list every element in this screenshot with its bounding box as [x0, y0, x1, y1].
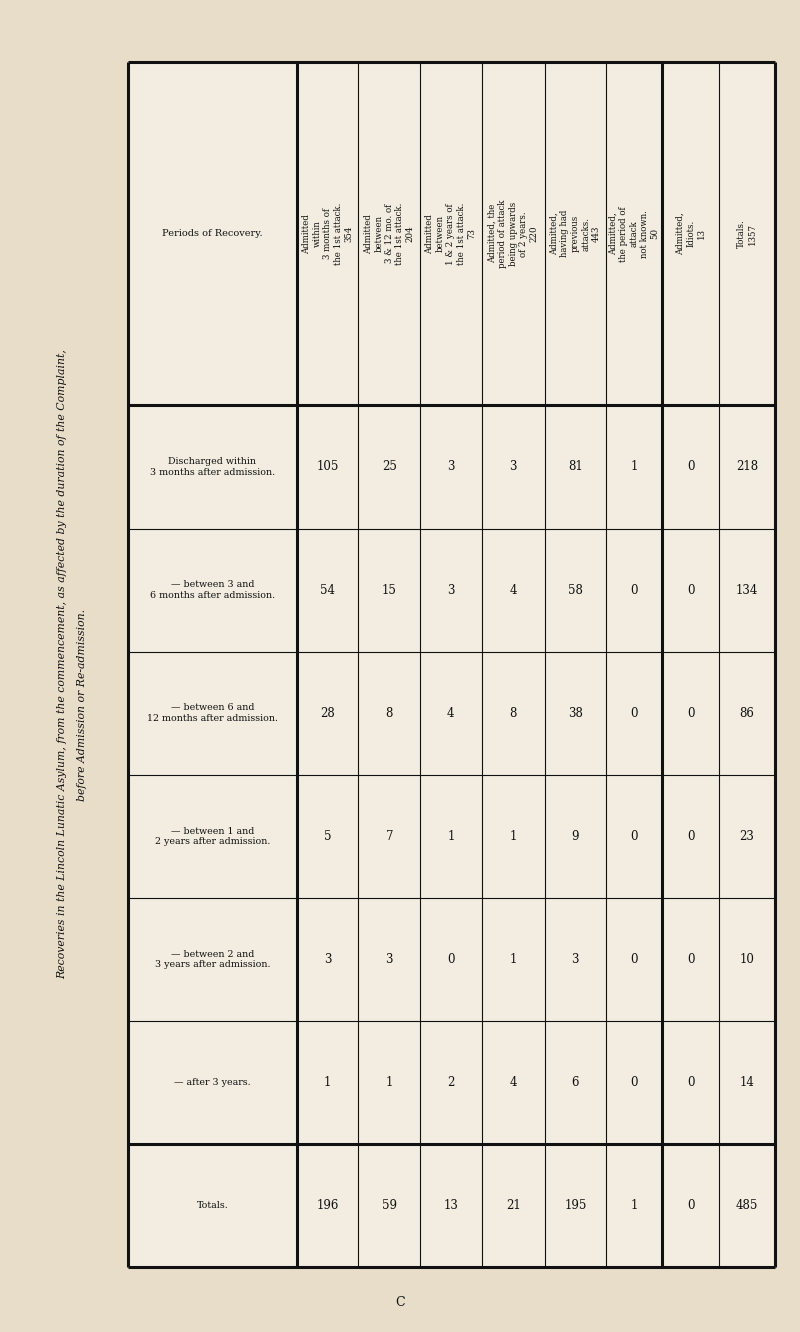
Text: 196: 196 [317, 1199, 339, 1212]
Text: 1: 1 [447, 830, 454, 843]
Text: 59: 59 [382, 1199, 397, 1212]
Text: C: C [395, 1296, 405, 1308]
Text: 3: 3 [571, 952, 579, 966]
Text: Admitted
between
3 & 12 mo. of
the 1st attack.
204: Admitted between 3 & 12 mo. of the 1st a… [364, 202, 414, 265]
Text: 195: 195 [564, 1199, 586, 1212]
Text: 5: 5 [324, 830, 331, 843]
Text: 134: 134 [736, 583, 758, 597]
Text: — between 6 and
12 months after admission.: — between 6 and 12 months after admissio… [147, 703, 278, 723]
Text: 0: 0 [630, 830, 638, 843]
Text: 1: 1 [510, 952, 517, 966]
Text: 0: 0 [630, 952, 638, 966]
Text: Admitted,
Idiots.
13: Admitted, Idiots. 13 [676, 212, 706, 256]
Text: 0: 0 [687, 707, 694, 719]
Text: 13: 13 [443, 1199, 458, 1212]
Text: 1: 1 [324, 1076, 331, 1088]
Text: 0: 0 [687, 830, 694, 843]
Text: 4: 4 [447, 707, 454, 719]
Polygon shape [128, 63, 775, 1267]
Text: 8: 8 [510, 707, 517, 719]
Text: Admitted,
having had
previous
attacks.
443: Admitted, having had previous attacks. 4… [550, 210, 601, 257]
Text: Admitted,
the period of
attack
not known.
50: Admitted, the period of attack not known… [609, 206, 659, 261]
Text: 1: 1 [630, 461, 638, 473]
Text: 0: 0 [630, 583, 638, 597]
Text: 38: 38 [568, 707, 582, 719]
Text: 4: 4 [510, 583, 517, 597]
Text: Totals.
1357: Totals. 1357 [737, 220, 757, 248]
Text: 10: 10 [739, 952, 754, 966]
Text: 3: 3 [447, 461, 454, 473]
Text: 1: 1 [630, 1199, 638, 1212]
Text: 21: 21 [506, 1199, 521, 1212]
Text: 0: 0 [447, 952, 454, 966]
Text: Discharged within
3 months after admission.: Discharged within 3 months after admissi… [150, 457, 275, 477]
Text: 0: 0 [687, 461, 694, 473]
Text: Totals.: Totals. [197, 1201, 228, 1209]
Text: 105: 105 [317, 461, 339, 473]
Text: 218: 218 [736, 461, 758, 473]
Text: 2: 2 [447, 1076, 454, 1088]
Text: Periods of Recovery.: Periods of Recovery. [162, 229, 262, 238]
Text: 0: 0 [687, 583, 694, 597]
Text: 81: 81 [568, 461, 582, 473]
Text: 86: 86 [739, 707, 754, 719]
Text: — between 1 and
2 years after admission.: — between 1 and 2 years after admission. [154, 827, 270, 846]
Text: 4: 4 [510, 1076, 517, 1088]
Text: Admitted
within
3 months of
the 1st attack.
354: Admitted within 3 months of the 1st atta… [302, 202, 353, 265]
Text: 0: 0 [630, 1076, 638, 1088]
Text: Admitted
between
1 & 2 years of
the 1st attack.
73: Admitted between 1 & 2 years of the 1st … [426, 202, 476, 265]
Text: 0: 0 [630, 707, 638, 719]
Text: 3: 3 [324, 952, 331, 966]
Text: 58: 58 [568, 583, 582, 597]
Text: 3: 3 [386, 952, 393, 966]
Text: — after 3 years.: — after 3 years. [174, 1078, 250, 1087]
Text: — between 3 and
6 months after admission.: — between 3 and 6 months after admission… [150, 581, 275, 599]
Text: 25: 25 [382, 461, 397, 473]
Text: before Admission or Re-admission.: before Admission or Re-admission. [77, 609, 87, 801]
Text: 485: 485 [736, 1199, 758, 1212]
Text: 6: 6 [571, 1076, 579, 1088]
Text: Admitted, the
period of attack
being upwards
of 2 years.
220: Admitted, the period of attack being upw… [488, 200, 538, 268]
Text: 3: 3 [510, 461, 517, 473]
Text: 0: 0 [687, 1199, 694, 1212]
Text: 14: 14 [739, 1076, 754, 1088]
Text: 3: 3 [447, 583, 454, 597]
Text: 1: 1 [386, 1076, 393, 1088]
Text: 0: 0 [687, 1076, 694, 1088]
Text: 7: 7 [386, 830, 393, 843]
Text: 28: 28 [320, 707, 335, 719]
Text: 54: 54 [320, 583, 335, 597]
Text: — between 2 and
3 years after admission.: — between 2 and 3 years after admission. [154, 950, 270, 968]
Text: 9: 9 [571, 830, 579, 843]
Text: Recoveries in the Lincoln Lunatic Asylum, from the commencement, as affected by : Recoveries in the Lincoln Lunatic Asylum… [57, 349, 67, 979]
Text: 1: 1 [510, 830, 517, 843]
Text: 23: 23 [739, 830, 754, 843]
Text: 0: 0 [687, 952, 694, 966]
Text: 15: 15 [382, 583, 397, 597]
Text: 8: 8 [386, 707, 393, 719]
